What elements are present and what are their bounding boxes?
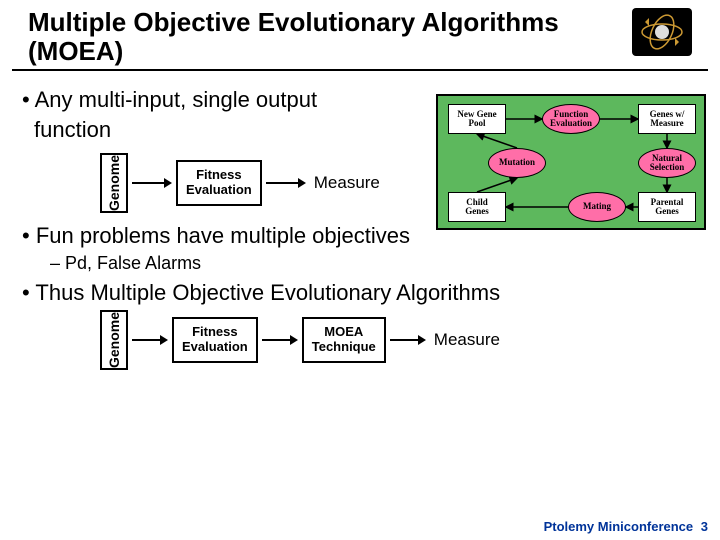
logo bbox=[632, 8, 692, 56]
moea-box: MOEA Technique bbox=[302, 317, 386, 363]
pipeline-2: Genome Fitness Evaluation MOEA Technique… bbox=[100, 310, 720, 370]
arrow-icon bbox=[262, 332, 298, 348]
genome-box-1: Genome bbox=[100, 153, 128, 213]
genome-box-2: Genome bbox=[100, 310, 128, 370]
loop-node-child-genes: Child Genes bbox=[448, 192, 506, 222]
arrow-icon bbox=[132, 175, 172, 191]
bullet-3: Thus Multiple Objective Evolutionary Alg… bbox=[22, 280, 720, 306]
measure-label-1: Measure bbox=[314, 173, 380, 193]
arrow-icon bbox=[132, 332, 168, 348]
loop-node-mutation: Mutation bbox=[488, 148, 546, 178]
footer-text: Ptolemy Miniconference bbox=[544, 519, 694, 534]
loop-node-function-eval: Function Evaluation bbox=[542, 104, 600, 134]
footer: Ptolemy Miniconference 3 bbox=[544, 519, 708, 534]
measure-label-2: Measure bbox=[434, 330, 500, 350]
footer-page-num: 3 bbox=[701, 519, 708, 534]
loop-node-parental-genes: Parental Genes bbox=[638, 192, 696, 222]
loop-node-genes-measure: Genes w/ Measure bbox=[638, 104, 696, 134]
page-title: Multiple Objective Evolutionary Algorith… bbox=[28, 8, 624, 65]
bullet-2-sub: Pd, False Alarms bbox=[50, 253, 720, 274]
arrow-icon bbox=[266, 175, 306, 191]
loop-node-mating: Mating bbox=[568, 192, 626, 222]
loop-node-new-gene-pool: New Gene Pool bbox=[448, 104, 506, 134]
title-bar: Multiple Objective Evolutionary Algorith… bbox=[12, 0, 708, 71]
fitness-box-2: Fitness Evaluation bbox=[172, 317, 258, 363]
loop-node-natural-sel: Natural Selection bbox=[638, 148, 696, 178]
evolution-loop-diagram: New Gene Pool Function Evaluation Genes w/… bbox=[436, 94, 706, 230]
arrow-icon bbox=[390, 332, 426, 348]
fitness-box-1: Fitness Evaluation bbox=[176, 160, 262, 206]
